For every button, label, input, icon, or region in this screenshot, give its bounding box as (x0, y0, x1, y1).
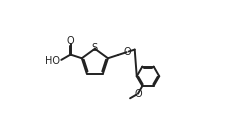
Text: O: O (123, 47, 131, 57)
Text: O: O (67, 36, 74, 46)
Text: O: O (134, 89, 142, 99)
Text: S: S (92, 43, 98, 53)
Text: HO: HO (45, 56, 60, 66)
